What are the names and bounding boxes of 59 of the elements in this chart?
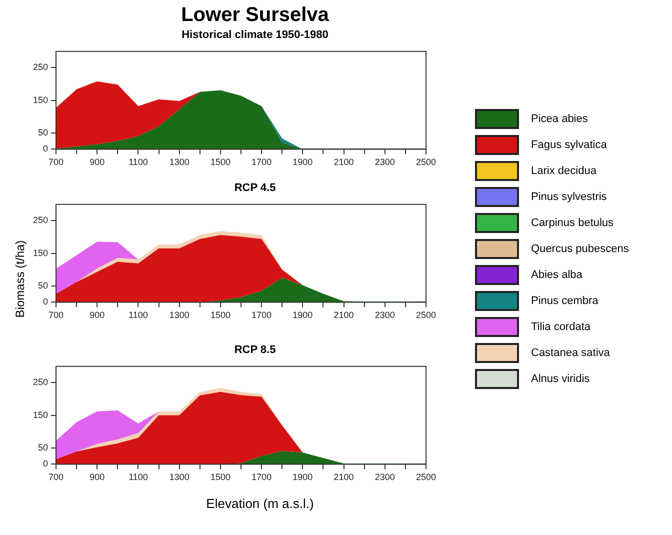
x-tick-label: 700 <box>48 157 64 168</box>
x-tick-label: 1700 <box>252 157 272 168</box>
y-tick-label: 150 <box>32 248 48 258</box>
x-tick-label: 1100 <box>128 310 148 320</box>
x-tick-label: 2300 <box>374 310 395 320</box>
x-tick-label: 900 <box>90 310 105 320</box>
y-tick-label: 250 <box>32 62 48 72</box>
x-tick-label: 2500 <box>416 157 436 168</box>
legend-label: Fagus sylvatica <box>531 139 607 151</box>
legend-label: Pinus cembra <box>531 295 598 307</box>
legend-label: Castanea sativa <box>531 347 610 359</box>
y-tick-label: 50 <box>38 442 48 452</box>
y-tick-label: 150 <box>32 94 48 105</box>
x-tick-label: 1900 <box>292 310 313 320</box>
x-tick-label: 1900 <box>292 472 313 482</box>
x-tick-label: 700 <box>48 472 64 482</box>
x-tick-label: 1900 <box>292 157 313 168</box>
legend-label: Pinus sylvestris <box>531 191 607 203</box>
y-tick-label: 50 <box>38 127 48 138</box>
x-tick-label: 1700 <box>252 472 272 482</box>
y-axis-title: Biomass (t/ha) <box>13 239 27 320</box>
legend-label: Alnus viridis <box>531 373 590 385</box>
x-tick-label: 1300 <box>169 472 190 482</box>
x-tick-label: 900 <box>90 157 105 168</box>
legend-label: Larix decidua <box>531 165 596 177</box>
x-tick-label: 2500 <box>416 472 436 482</box>
chart-subtitle: Historical climate 1950-1980 <box>180 29 330 41</box>
x-axis-title: Elevation (m a.s.l.) <box>205 496 315 511</box>
legend-label: Abies alba <box>531 269 582 281</box>
y-tick-label: 0 <box>43 458 48 469</box>
legend-label: Carpinus betulus <box>531 217 614 229</box>
x-tick-label: 2100 <box>334 157 354 168</box>
x-tick-label: 700 <box>48 310 64 320</box>
chart-title: RCP 8.5 <box>233 344 277 356</box>
x-tick-label: 2100 <box>334 310 354 320</box>
y-tick-label: 50 <box>38 280 48 290</box>
x-tick-label: 1500 <box>210 472 230 482</box>
x-tick-label: 1500 <box>210 310 230 320</box>
x-tick-label: 1300 <box>169 157 190 168</box>
y-tick-label: 150 <box>32 410 48 420</box>
legend-label: Quercus pubescens <box>531 243 629 255</box>
x-tick-label: 1500 <box>210 157 230 168</box>
x-tick-label: 2300 <box>374 472 395 482</box>
x-tick-label: 1100 <box>128 472 148 482</box>
legend-label: Picea abies <box>531 113 588 125</box>
chart-title: RCP 4.5 <box>233 182 277 194</box>
chart-title: Lower Surselva <box>180 4 330 27</box>
legend-label: Tilia cordata <box>531 321 591 333</box>
y-tick-label: 0 <box>43 296 48 307</box>
x-tick-label: 1100 <box>128 157 148 168</box>
y-tick-label: 250 <box>32 215 48 226</box>
x-tick-label: 2300 <box>374 157 395 168</box>
x-tick-label: 900 <box>90 472 105 482</box>
x-tick-label: 1700 <box>252 310 272 320</box>
x-tick-label: 2500 <box>416 310 436 320</box>
x-tick-label: 1300 <box>169 310 190 320</box>
y-tick-label: 0 <box>43 144 48 154</box>
y-tick-label: 250 <box>32 377 48 388</box>
x-tick-label: 2100 <box>334 472 354 482</box>
